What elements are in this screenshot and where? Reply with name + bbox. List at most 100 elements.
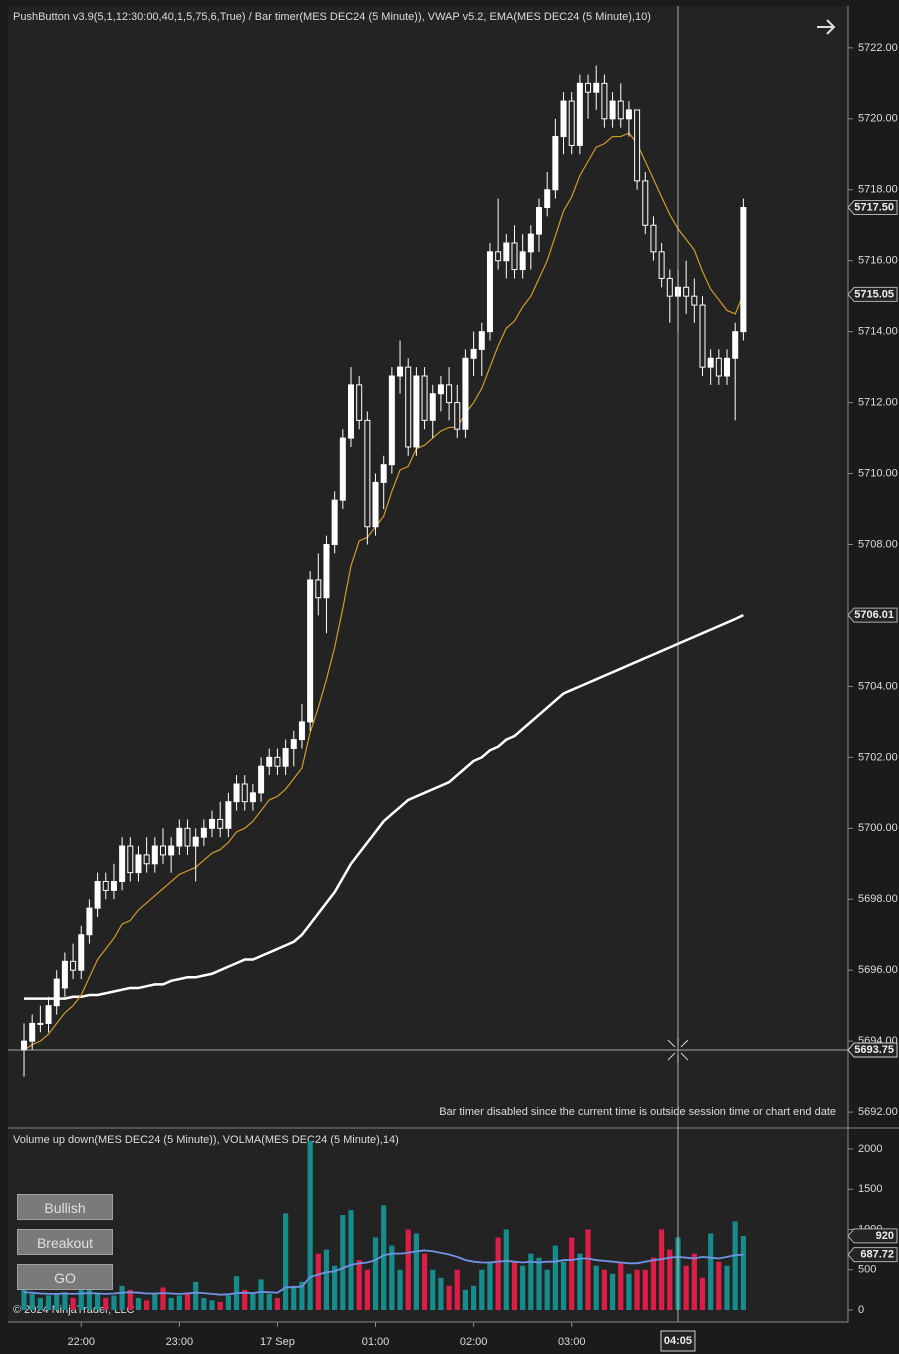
candle-body	[666, 277, 673, 297]
volume-bar	[315, 1253, 321, 1311]
candle-body	[94, 881, 101, 909]
candle-body	[331, 499, 338, 546]
candle-body	[249, 792, 256, 803]
candle-body	[740, 206, 747, 333]
candle-body	[127, 845, 134, 874]
y-tick-label: 1500	[858, 1183, 882, 1195]
candle-body	[217, 818, 224, 829]
candle-body	[315, 579, 322, 599]
volume-bar	[225, 1295, 231, 1311]
candle-body	[61, 960, 68, 989]
crosshair-y-label: 5693.75	[847, 1042, 898, 1058]
marker-box	[847, 607, 898, 623]
volume-bar	[438, 1277, 444, 1311]
volume-bar	[144, 1300, 150, 1311]
candle-body	[290, 739, 297, 749]
y-tick-label: 5716.00	[858, 255, 898, 267]
candle-body	[37, 1022, 44, 1025]
candle-body	[364, 419, 371, 528]
volume-bar	[62, 1292, 68, 1311]
price-marker: 687.72	[847, 1247, 898, 1263]
button[interactable]: Breakout	[17, 1229, 113, 1255]
candle-body	[593, 82, 600, 93]
y-tick-label: 5720.00	[858, 113, 898, 125]
y-tick-label: 0	[858, 1304, 864, 1316]
candle-body	[454, 402, 461, 430]
marker-box	[847, 1247, 898, 1263]
candle-body	[397, 366, 404, 377]
button[interactable]: GO	[17, 1264, 113, 1290]
x-tick-label: 22:00	[67, 1336, 95, 1348]
marker-label: 5706.01	[854, 609, 894, 621]
volume-bar	[708, 1233, 714, 1311]
volume-bar	[454, 1269, 460, 1311]
candle-body	[486, 251, 493, 333]
candle-body	[233, 783, 240, 803]
volume-bar	[642, 1269, 648, 1311]
candle-body	[470, 348, 477, 359]
volume-bar	[732, 1221, 738, 1311]
volume-bar	[323, 1249, 330, 1311]
y-tick-label: 5710.00	[858, 467, 898, 479]
candle-body	[446, 384, 453, 404]
volume-bar	[258, 1279, 264, 1311]
candle-body	[536, 206, 543, 235]
candle-body	[609, 100, 616, 120]
candle-body	[339, 437, 346, 501]
candle-body	[45, 1005, 52, 1024]
volume-bar	[626, 1273, 632, 1311]
candle-body	[282, 747, 289, 767]
candle-body	[209, 818, 216, 829]
volume-bar	[94, 1293, 101, 1311]
candle-body	[266, 756, 273, 767]
candle-body	[298, 721, 305, 741]
price-marker: 5715.05	[847, 286, 898, 302]
volume-bar	[634, 1269, 640, 1311]
volume-bar	[242, 1289, 248, 1311]
candle-body	[724, 357, 731, 377]
volume-bar	[462, 1289, 469, 1311]
volume-title: Volume up down(MES DEC24 (5 Minute)), VO…	[13, 1134, 399, 1146]
marker-box	[847, 286, 898, 302]
candle-body	[585, 82, 592, 93]
candle-body	[642, 180, 649, 226]
volume-bar	[569, 1237, 575, 1311]
y-tick-label: 5722.00	[858, 42, 898, 54]
volume-bar	[86, 1289, 93, 1311]
x-tick-label: 23:00	[166, 1336, 194, 1348]
button[interactable]: Bullish	[17, 1194, 113, 1220]
volume-bar	[479, 1269, 485, 1311]
price-marker: 920	[847, 1228, 898, 1244]
candle-body	[699, 304, 706, 368]
candle-body	[323, 544, 330, 599]
volume-bar	[160, 1287, 166, 1311]
crosshair-icon	[667, 1038, 689, 1063]
candle-body	[184, 827, 191, 847]
candle-body	[625, 109, 632, 120]
x-tick-label: 17 Sep	[260, 1336, 295, 1348]
candle-body	[274, 756, 281, 767]
volume-bar	[683, 1265, 689, 1311]
volume-bar	[348, 1210, 354, 1311]
volume-bar	[37, 1297, 43, 1311]
volume-bar	[544, 1269, 550, 1311]
marker-box	[847, 199, 898, 215]
candle-body	[421, 375, 428, 421]
price-pane	[8, 6, 848, 1127]
marker-box	[847, 1042, 898, 1058]
candle-body	[102, 881, 109, 891]
volume-bar	[667, 1249, 673, 1311]
ema-line	[23, 132, 744, 1051]
candle-body	[53, 978, 60, 1007]
x-tick-label: 03:00	[558, 1336, 586, 1348]
arrow-icon[interactable]	[817, 19, 836, 35]
candle-body	[151, 845, 158, 865]
candle-body	[356, 384, 363, 421]
candle-body	[200, 827, 207, 838]
candle-body	[527, 233, 534, 253]
candle-body	[405, 366, 412, 448]
volume-bar	[430, 1269, 436, 1311]
price-marker: 5717.50	[847, 199, 898, 215]
candle-body	[617, 100, 624, 120]
volume-bar	[609, 1273, 616, 1311]
